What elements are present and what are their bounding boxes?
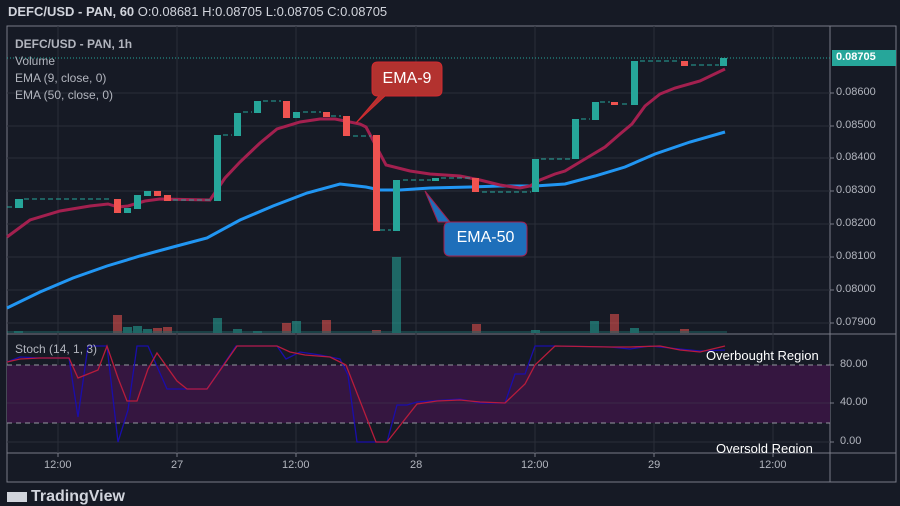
price-tick: 0.08100 [836, 250, 876, 262]
stoch-band [7, 365, 830, 423]
tradingview-logo-icon [7, 491, 27, 502]
time-tick: 12:00 [759, 459, 787, 471]
legend-title: DEFC/USD - PAN, 1h [15, 37, 133, 51]
ema9-callout [355, 61, 443, 124]
ohlc-values: O:0.08681 H:0.08705 L:0.08705 C:0.08705 [137, 4, 388, 19]
chart-legend: DEFC/USD - PAN, 1h Volume EMA (9, close,… [15, 36, 132, 104]
time-tick: 12:00 [44, 459, 72, 471]
tradingview-logo[interactable]: TradingView [7, 488, 125, 506]
last-price-badge [832, 50, 896, 66]
price-tick: 0.08500 [836, 119, 876, 131]
legend-volume[interactable]: Volume [15, 54, 56, 68]
price-tick: 0.08300 [836, 184, 876, 196]
price-tick: 0.08000 [836, 283, 876, 295]
volume-bars [7, 257, 727, 333]
time-axis-ticks [57, 453, 774, 457]
price-tick: 0.08400 [836, 151, 876, 163]
candlesticks [7, 60, 719, 231]
price-tick: 0.07900 [836, 316, 876, 328]
time-tick: 29 [648, 459, 661, 471]
stoch-tick: 40.00 [840, 396, 868, 408]
time-tick: 12:00 [521, 459, 549, 471]
tradingview-brand-text: TradingView [31, 488, 125, 505]
last-price-label: 0.08705 [836, 51, 876, 63]
stoch-tick: 80.00 [840, 358, 868, 370]
ema9-callout-label: EMA-9 [382, 70, 432, 87]
chart-frame [6, 25, 897, 483]
time-tick: 27 [171, 459, 184, 471]
legend-ema50[interactable]: EMA (50, close, 0) [15, 88, 114, 102]
candle-bodies [15, 58, 727, 231]
ema50-callout [424, 190, 528, 257]
price-axis[interactable] [830, 50, 896, 443]
stoch-d-line [6, 344, 726, 443]
stoch-k-line [6, 345, 726, 443]
time-axis[interactable]: 12:00 27 12:00 28 12:00 29 12:00 [0, 459, 830, 479]
oversold-label: Oversold Region [716, 441, 813, 453]
stoch-legend[interactable]: Stoch (14, 1, 3) [15, 342, 98, 356]
time-tick: 28 [410, 459, 423, 471]
price-tick: 0.08200 [836, 217, 876, 229]
time-tick: 12:00 [282, 459, 310, 471]
price-tick: 0.08600 [836, 86, 876, 98]
symbol-interval: DEFC/USD - PAN, 60 [8, 4, 135, 19]
legend-ema9[interactable]: EMA (9, close, 0) [15, 71, 107, 85]
ema50-callout-label: EMA-50 [456, 229, 515, 246]
overbought-label: Overbought Region [706, 348, 819, 363]
stoch-tick: 0.00 [840, 435, 862, 447]
chart-header: DEFC/USD - PAN, 60 O:0.08681 H:0.08705 L… [8, 4, 387, 19]
